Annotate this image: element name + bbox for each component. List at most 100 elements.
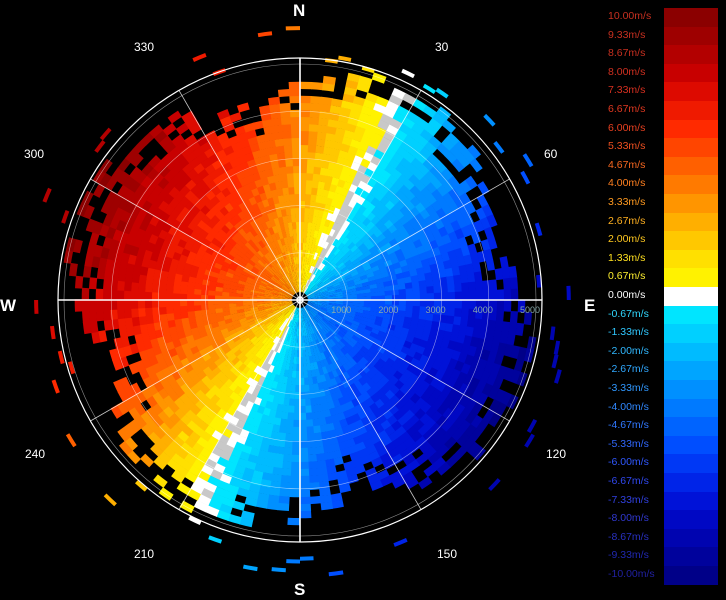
velocity-bin (460, 245, 471, 257)
velocity-bin (299, 412, 307, 421)
velocity-bin (299, 510, 312, 519)
velocity-bin (200, 299, 209, 306)
velocity-bin (319, 255, 326, 263)
velocity-bin (400, 327, 410, 336)
velocity-bin (310, 404, 318, 413)
velocity-bin (226, 267, 236, 275)
velocity-bin (278, 304, 286, 308)
velocity-bin (356, 326, 366, 333)
velocity-bin (267, 324, 275, 331)
velocity-bin (294, 285, 298, 293)
velocity-bin (134, 170, 148, 185)
velocity-bin (431, 399, 443, 412)
velocity-bin (315, 396, 323, 405)
legend-row: 0.00m/s (604, 287, 726, 306)
velocity-bin (213, 486, 227, 498)
velocity-bin (348, 168, 358, 178)
velocity-bin (146, 322, 156, 333)
velocity-bin (284, 258, 289, 267)
velocity-bin (299, 489, 311, 498)
velocity-bin (265, 220, 273, 229)
velocity-bin (284, 283, 290, 290)
velocity-bin (338, 329, 347, 337)
velocity-bin (335, 359, 343, 368)
velocity-bin (297, 284, 300, 293)
velocity-bin (275, 145, 285, 154)
velocity-bin (273, 131, 284, 140)
velocity-bin (162, 394, 175, 407)
velocity-bin (475, 290, 484, 301)
velocity-bin (356, 231, 366, 241)
velocity-bin (124, 200, 136, 214)
velocity-bin (176, 330, 186, 340)
velocity-bin (202, 251, 212, 260)
velocity-bin (321, 256, 328, 264)
velocity-bin (327, 161, 337, 171)
velocity-bin (358, 322, 367, 330)
velocity-bin (256, 492, 270, 502)
velocity-bin (470, 414, 484, 429)
velocity-bin (284, 440, 293, 449)
velocity-bin (315, 253, 321, 261)
velocity-bin (219, 115, 233, 127)
velocity-bin (307, 461, 318, 470)
velocity-bin (335, 333, 343, 341)
velocity-bin (304, 287, 310, 294)
velocity-bin (319, 273, 326, 280)
velocity-bin (252, 347, 260, 356)
velocity-bin (116, 299, 125, 310)
velocity-bin (280, 324, 286, 332)
velocity-bin (265, 168, 274, 178)
north-label: N (293, 1, 306, 20)
velocity-bin (130, 299, 139, 309)
velocity-bin (265, 308, 273, 313)
velocity-bin (314, 302, 322, 305)
velocity-bin (365, 467, 378, 478)
velocity-bin (271, 424, 281, 433)
velocity-bin (255, 319, 263, 326)
velocity-bin (304, 214, 310, 223)
velocity-bin (284, 274, 290, 282)
velocity-bin (443, 259, 452, 270)
velocity-bin (315, 453, 326, 462)
velocity-bin (217, 338, 227, 347)
velocity-bin (113, 206, 125, 220)
velocity-bin (286, 273, 292, 281)
velocity-bin (272, 124, 283, 134)
velocity-bin (463, 424, 477, 438)
velocity-bin (472, 261, 482, 274)
velocity-bin (463, 213, 475, 227)
velocity-bin (264, 330, 272, 338)
velocity-bin (473, 271, 483, 283)
velocity-bin (269, 153, 279, 163)
velocity-bin (336, 272, 344, 279)
velocity-bin (321, 265, 328, 273)
velocity-bin (349, 302, 358, 307)
velocity-bin (323, 278, 331, 285)
velocity-bin (313, 208, 320, 217)
velocity-bin (95, 299, 104, 311)
velocity-bin (325, 311, 334, 317)
velocity-bin (492, 330, 502, 344)
velocity-bin (118, 326, 128, 339)
velocity-bin (229, 226, 239, 235)
velocity-bin (388, 353, 399, 362)
velocity-bin (384, 295, 393, 301)
velocity-bin (239, 138, 251, 149)
velocity-bin (475, 380, 487, 394)
velocity-bin (422, 105, 438, 119)
velocity-bin (165, 292, 174, 300)
velocity-bin (303, 314, 306, 322)
velocity-bin (222, 283, 231, 289)
velocity-bin (184, 151, 197, 164)
velocity-bin (242, 564, 258, 572)
velocity-bin (313, 361, 319, 370)
velocity-bin (307, 301, 316, 304)
velocity-bin (236, 102, 250, 113)
velocity-bin (140, 423, 154, 437)
velocity-bin (237, 279, 246, 286)
velocity-bin (207, 290, 216, 296)
velocity-bin (342, 93, 356, 104)
velocity-bin (307, 303, 314, 307)
velocity-bin (383, 333, 393, 341)
